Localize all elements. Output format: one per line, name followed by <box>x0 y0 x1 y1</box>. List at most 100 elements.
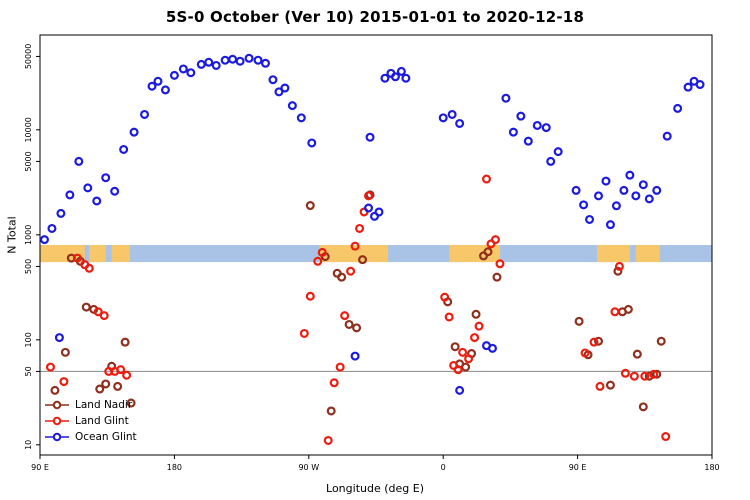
y-tick-label: 5000 <box>24 151 33 171</box>
data-point <box>329 378 339 388</box>
x-tick-label: 90 W <box>298 463 319 472</box>
data-point <box>516 111 526 121</box>
data-point <box>541 123 551 133</box>
data-point <box>594 191 604 201</box>
data-point <box>83 183 93 193</box>
data-point <box>619 185 629 195</box>
data-point <box>244 53 254 63</box>
data-point <box>39 235 49 245</box>
legend-marker-icon <box>45 416 69 425</box>
legend-item-ocean-glint: Ocean Glint <box>44 429 137 444</box>
x-tick-label: 180 <box>704 463 719 472</box>
x-tick-label: 90 E <box>31 463 49 472</box>
data-point <box>126 398 136 408</box>
legend-label: Land Nadir <box>75 398 133 411</box>
data-point <box>335 362 345 372</box>
data-point <box>601 176 611 186</box>
data-point <box>340 311 350 321</box>
data-point <box>374 207 384 217</box>
data-point <box>352 323 362 333</box>
y-tick-label: 50000 <box>24 44 33 69</box>
plot-border <box>39 34 713 456</box>
data-point <box>72 253 82 263</box>
map-band-land <box>89 245 106 263</box>
data-point <box>101 173 111 183</box>
data-point <box>440 292 450 302</box>
data-point <box>235 56 245 66</box>
data-point <box>490 235 500 245</box>
x-tick-label: 90 E <box>569 463 587 472</box>
data-point <box>350 351 360 361</box>
data-point <box>640 371 650 381</box>
data-point <box>317 247 327 257</box>
data-point <box>546 156 556 166</box>
y-tick-label: 50 <box>24 366 33 376</box>
data-point <box>364 203 374 213</box>
data-point <box>122 370 132 380</box>
legend-item-land-glint: Land Glint <box>44 413 137 428</box>
series-land-nadir <box>50 190 666 416</box>
data-point <box>571 185 581 195</box>
legend-label: Ocean Glint <box>75 430 137 443</box>
data-point <box>614 261 624 271</box>
data-point <box>287 101 297 111</box>
data-point <box>84 263 94 273</box>
data-point <box>253 55 263 65</box>
data-point <box>110 186 120 196</box>
data-point <box>358 255 368 265</box>
data-point <box>147 81 157 91</box>
data-point <box>59 377 69 387</box>
data-point <box>574 316 584 326</box>
data-point <box>268 75 278 85</box>
data-point <box>450 342 460 352</box>
data-point <box>455 118 465 128</box>
data-point <box>652 369 662 379</box>
data-point <box>471 309 481 319</box>
data-point <box>401 73 411 83</box>
data-point <box>605 220 615 230</box>
data-point <box>307 138 317 148</box>
data-point <box>129 127 139 137</box>
data-point <box>683 82 693 92</box>
data-point <box>455 385 465 395</box>
data-point <box>153 76 163 86</box>
data-point <box>605 380 615 390</box>
data-point <box>625 170 635 180</box>
data-point <box>631 191 641 201</box>
y-tick-label: 1000 <box>24 225 33 245</box>
legend: Land Nadir Land Glint Ocean Glint <box>44 397 137 444</box>
data-point <box>81 302 91 312</box>
data-point <box>461 362 471 372</box>
data-point <box>652 185 662 195</box>
data-point <box>350 241 360 251</box>
data-point <box>649 369 659 379</box>
data-point <box>580 348 590 358</box>
data-point <box>280 83 290 93</box>
data-point <box>211 60 221 70</box>
data-point <box>120 337 130 347</box>
legend-marker-icon <box>45 400 69 409</box>
data-point <box>638 180 648 190</box>
data-point <box>695 80 705 90</box>
data-point <box>99 311 109 321</box>
data-point <box>380 73 390 83</box>
data-point <box>585 214 595 224</box>
data-point <box>470 333 480 343</box>
data-point <box>160 85 170 95</box>
data-point <box>673 103 683 113</box>
series-land-glint <box>45 174 671 445</box>
data-point <box>474 321 484 331</box>
series-ocean-glint <box>39 53 705 395</box>
x-axis-label: Longitude (deg E) <box>326 482 424 495</box>
data-point <box>662 131 672 141</box>
data-point <box>95 384 105 394</box>
x-tick-label: 180 <box>167 463 182 472</box>
y-tick-label: 100 <box>24 332 33 347</box>
data-point <box>508 127 518 137</box>
data-point <box>594 336 604 346</box>
data-point <box>60 347 70 357</box>
data-point <box>178 64 188 74</box>
data-point <box>495 259 505 269</box>
data-point <box>326 406 336 416</box>
